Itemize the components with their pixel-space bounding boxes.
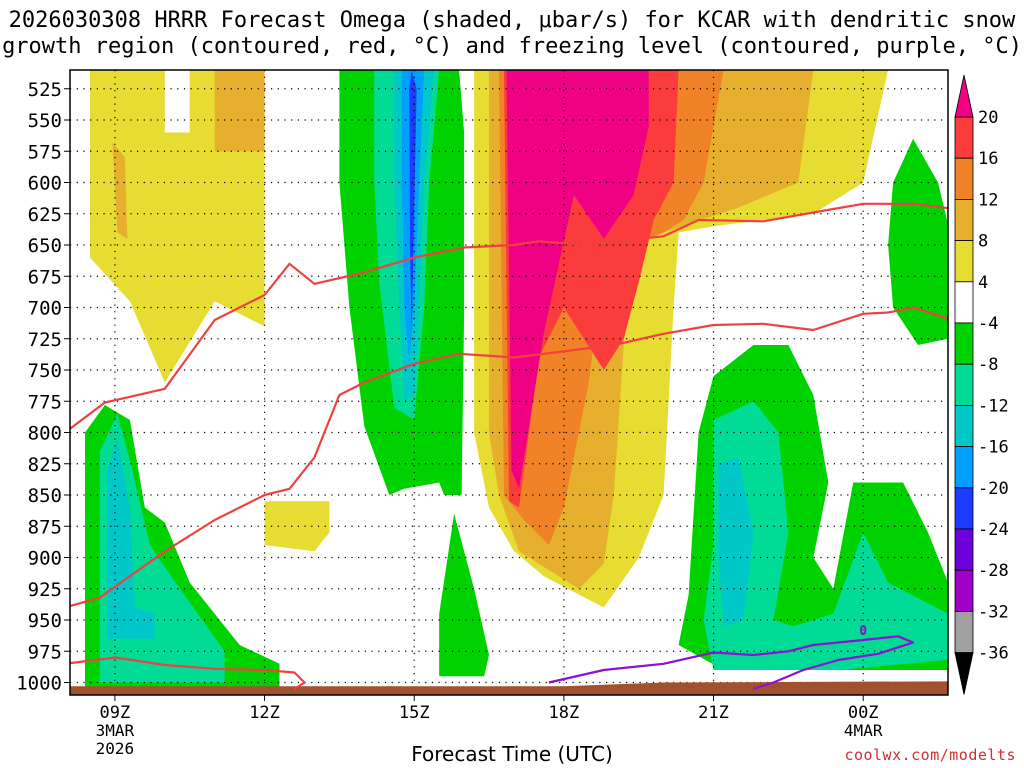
colorbar-band-1: [954, 157, 974, 200]
colorbar-label-12: -32: [978, 602, 1009, 622]
colorbar-band-10: [954, 528, 974, 571]
omega-region-21: [506, 70, 649, 489]
colorbar-top-arrow: [954, 74, 974, 118]
colorbar-label-10: -24: [978, 520, 1009, 540]
x-tick-label-18Z: 18Z: [549, 703, 580, 723]
y-tick-label-975: 975: [28, 641, 62, 663]
ground-strip: [70, 681, 948, 695]
freezing-level-label: 0: [859, 624, 867, 639]
colorbar-band-12: [954, 611, 974, 654]
y-tick-label-550: 550: [28, 110, 62, 132]
omega-shading-layer: [85, 70, 948, 689]
omega-region-1: [214, 70, 265, 152]
omega-region-14: [703, 401, 948, 670]
colorbar-label-7: -12: [978, 396, 1009, 416]
omega-region-3: [264, 501, 330, 552]
dgz-contour-0: [70, 202, 948, 431]
colorbar-bottom-arrow: [954, 652, 974, 695]
chart-title-line-1: 2026030308 HRRR Forecast Omega (shaded, …: [8, 8, 1016, 33]
y-tick-label-650: 650: [28, 235, 62, 257]
colorbar-band-5: [954, 322, 974, 365]
chart-title-line-2: growth region (contoured, red, °C) and f…: [2, 34, 1022, 59]
x-tick-date-00Z: 4MAR: [844, 721, 883, 740]
colorbar-band-0: [954, 116, 974, 159]
x-tick-year-09Z: 2026: [96, 739, 135, 758]
contour-layer: 0: [70, 202, 948, 690]
omega-region-6: [107, 438, 155, 639]
y-tick-label-1000: 1000: [16, 673, 62, 695]
colorbar-label-2: 12: [978, 190, 998, 210]
colorbar-band-9: [954, 487, 974, 530]
colorbar-label-4: 4: [978, 273, 988, 293]
colorbar-label-1: 16: [978, 149, 998, 169]
freezing-contour-0: [548, 635, 915, 690]
plot-frame: [69, 69, 949, 696]
colorbar-label-5: -4: [978, 314, 998, 334]
x-tick-label-00Z: 00Z: [848, 703, 879, 723]
colorbar-band-6: [954, 363, 974, 406]
colorbar-label-0: 20: [978, 108, 998, 128]
source-credit[interactable]: coolwx.com/modelts: [844, 746, 1016, 764]
y-tick-label-575: 575: [28, 141, 62, 163]
y-tick-label-800: 800: [28, 423, 62, 445]
y-tick-label-825: 825: [28, 454, 62, 476]
y-axis: 525 550 575 600 625 650 675 700 725 750 775 800 825 8…: [16, 79, 70, 695]
colorbar: 20 16 12 8 4 -4 -8 -12 -16 -20 -24 -28 -32 -36: [954, 74, 1009, 695]
y-tick-label-725: 725: [28, 329, 62, 351]
colorbar-label-9: -20: [978, 479, 1009, 499]
colorbar-label-8: -16: [978, 438, 1009, 458]
y-tick-label-675: 675: [28, 266, 62, 288]
colorbar-label-3: 8: [978, 232, 988, 252]
plot-area: 0: [70, 70, 948, 695]
y-tick-label-950: 950: [28, 610, 62, 632]
x-tick-label-21Z: 21Z: [698, 703, 729, 723]
colorbar-label-11: -28: [978, 561, 1009, 581]
dgz-contour-1: [70, 306, 948, 608]
colorbar-band-3: [954, 240, 974, 283]
y-tick-label-775: 775: [28, 391, 62, 413]
y-tick-label-625: 625: [28, 204, 62, 226]
y-tick-label-525: 525: [28, 79, 62, 101]
x-tick-label-09Z: 09Z: [100, 703, 131, 723]
omega-region-2: [112, 142, 128, 239]
colorbar-band-11: [954, 569, 974, 612]
x-tick-date-09Z: 3MAR: [96, 721, 135, 740]
y-tick-label-750: 750: [28, 360, 62, 382]
y-tick-label-925: 925: [28, 579, 62, 601]
dgz-contour-2: [70, 656, 306, 690]
x-tick-label-12Z: 12Z: [249, 703, 280, 723]
omega-region-12: [439, 513, 489, 677]
y-tick-label-875: 875: [28, 516, 62, 538]
omega-region-16: [888, 138, 948, 345]
colorbar-band-4: [954, 281, 974, 324]
y-tick-label-700: 700: [28, 298, 62, 320]
x-tick-label-15Z: 15Z: [399, 703, 430, 723]
y-tick-label-900: 900: [28, 548, 62, 570]
colorbar-label-6: -8: [978, 355, 998, 375]
colorbar-label-13: -36: [978, 644, 1009, 664]
omega-region-15: [718, 457, 754, 627]
y-tick-label-850: 850: [28, 485, 62, 507]
ground-layer: [70, 681, 948, 695]
omega-region-11: [409, 70, 417, 333]
x-axis-title: Forecast Time (UTC): [411, 742, 613, 766]
colorbar-band-8: [954, 446, 974, 489]
colorbar-band-7: [954, 404, 974, 447]
colorbar-band-2: [954, 198, 974, 241]
y-tick-label-600: 600: [28, 173, 62, 195]
